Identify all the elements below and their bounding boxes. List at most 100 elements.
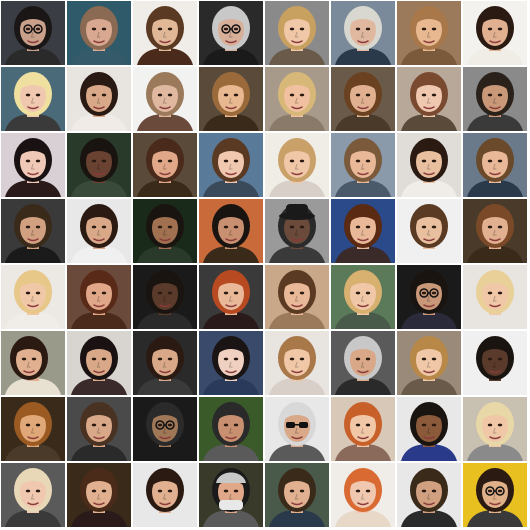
face-thumbnail [265, 331, 329, 395]
face-thumbnail [1, 265, 65, 329]
face-thumbnail [397, 133, 461, 197]
face-with-glasses-icon [199, 1, 263, 65]
face-icon [463, 133, 527, 197]
face-icon [67, 397, 131, 461]
face-thumbnail [463, 1, 527, 65]
face-thumbnail [1, 397, 65, 461]
face-thumbnail [397, 463, 461, 527]
face-thumbnail [331, 67, 395, 131]
face-thumbnail [265, 1, 329, 65]
face-thumbnail [463, 331, 527, 395]
face-with-sunglasses-icon [265, 397, 329, 461]
face-thumbnail [331, 463, 395, 527]
face-thumbnail [1, 199, 65, 263]
face-thumbnail [199, 199, 263, 263]
face-icon [133, 265, 197, 329]
face-thumbnail [397, 67, 461, 131]
face-thumbnail [397, 397, 461, 461]
face-icon [397, 397, 461, 461]
face-icon [133, 1, 197, 65]
face-with-glasses-icon [1, 1, 65, 65]
face-icon [331, 463, 395, 527]
face-thumbnail [331, 331, 395, 395]
face-icon [67, 331, 131, 395]
face-icon [265, 463, 329, 527]
face-thumbnail [463, 199, 527, 263]
face-thumbnail [463, 133, 527, 197]
face-icon [67, 133, 131, 197]
face-thumbnail [133, 199, 197, 263]
face-with-glasses-icon [133, 397, 197, 461]
face-icon [397, 133, 461, 197]
face-thumbnail [463, 67, 527, 131]
face-icon [67, 199, 131, 263]
face-icon [1, 67, 65, 131]
face-thumbnail [199, 265, 263, 329]
face-thumbnail [1, 133, 65, 197]
face-icon [397, 1, 461, 65]
face-thumbnail [133, 133, 197, 197]
face-thumbnail [67, 463, 131, 527]
face-icon [199, 331, 263, 395]
face-thumbnail [265, 199, 329, 263]
face-icon [67, 67, 131, 131]
face-icon [133, 67, 197, 131]
face-thumbnail [133, 397, 197, 461]
face-icon [397, 199, 461, 263]
face-thumbnail [397, 1, 461, 65]
face-with-glasses-icon [397, 265, 461, 329]
face-thumbnail [67, 199, 131, 263]
face-icon [463, 265, 527, 329]
face-thumbnail [463, 397, 527, 461]
face-thumbnail [199, 397, 263, 461]
face-icon [1, 463, 65, 527]
face-icon [397, 67, 461, 131]
face-icon [133, 463, 197, 527]
face-icon [463, 397, 527, 461]
face-icon [265, 133, 329, 197]
face-icon [463, 199, 527, 263]
face-icon [1, 199, 65, 263]
face-profile-icon [1, 331, 65, 395]
face-icon [397, 463, 461, 527]
face-thumbnail [67, 397, 131, 461]
face-thumbnail [199, 133, 263, 197]
face-icon [133, 133, 197, 197]
face-icon [199, 265, 263, 329]
face-icon [397, 331, 461, 395]
face-thumbnail [463, 463, 527, 527]
face-thumbnail [463, 265, 527, 329]
face-thumbnail [265, 463, 329, 527]
face-thumbnail [265, 133, 329, 197]
face-icon [331, 133, 395, 197]
face-icon [199, 67, 263, 131]
face-thumbnail [331, 397, 395, 461]
face-thumbnail [67, 265, 131, 329]
face-thumbnail [397, 331, 461, 395]
face-thumbnail [133, 265, 197, 329]
face-icon [133, 331, 197, 395]
face-icon [67, 463, 131, 527]
face-icon [199, 397, 263, 461]
face-icon [265, 1, 329, 65]
face-with-glasses-icon [463, 463, 527, 527]
face-icon [1, 265, 65, 329]
face-icon [265, 67, 329, 131]
face-thumbnail [265, 265, 329, 329]
face-thumbnail [133, 463, 197, 527]
face-icon [265, 331, 329, 395]
face-icon [1, 133, 65, 197]
face-thumbnail [1, 1, 65, 65]
face-thumbnail [331, 199, 395, 263]
face-icon [67, 1, 131, 65]
face-thumbnail [331, 133, 395, 197]
face-icon [331, 397, 395, 461]
face-icon [199, 133, 263, 197]
face-with-bandana-icon [199, 463, 263, 527]
face-icon [331, 67, 395, 131]
face-thumbnail [1, 67, 65, 131]
face-icon [463, 331, 527, 395]
face-thumbnail [67, 1, 131, 65]
face-icon [463, 67, 527, 131]
